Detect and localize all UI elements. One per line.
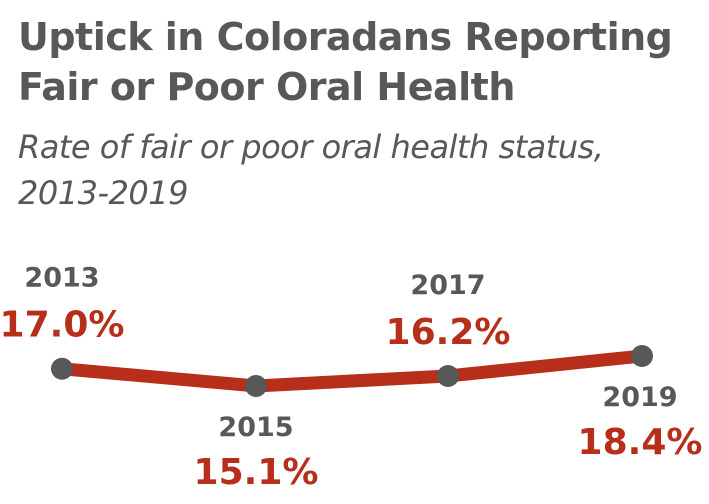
chart-title: Uptick in Coloradans Reporting Fair or P… [18,15,673,109]
series-line [55,349,649,393]
year-label-2017: 2017 [410,270,485,301]
value-label-2019: 18.4% [578,422,703,463]
value-label-2017: 16.2% [386,312,511,353]
year-label-2013: 2013 [24,263,99,294]
year-label-2015: 2015 [218,412,293,443]
data-point-2015 [245,375,267,397]
data-point-2013 [51,357,73,380]
value-label-2013: 17.0% [0,305,124,346]
chart-subtitle: Rate of fair or poor oral health status,… [18,128,604,212]
value-label-2015: 15.1% [194,452,319,493]
data-point-2017 [437,365,459,387]
data-point-2019 [631,345,653,367]
year-label-2019: 2019 [602,382,677,413]
